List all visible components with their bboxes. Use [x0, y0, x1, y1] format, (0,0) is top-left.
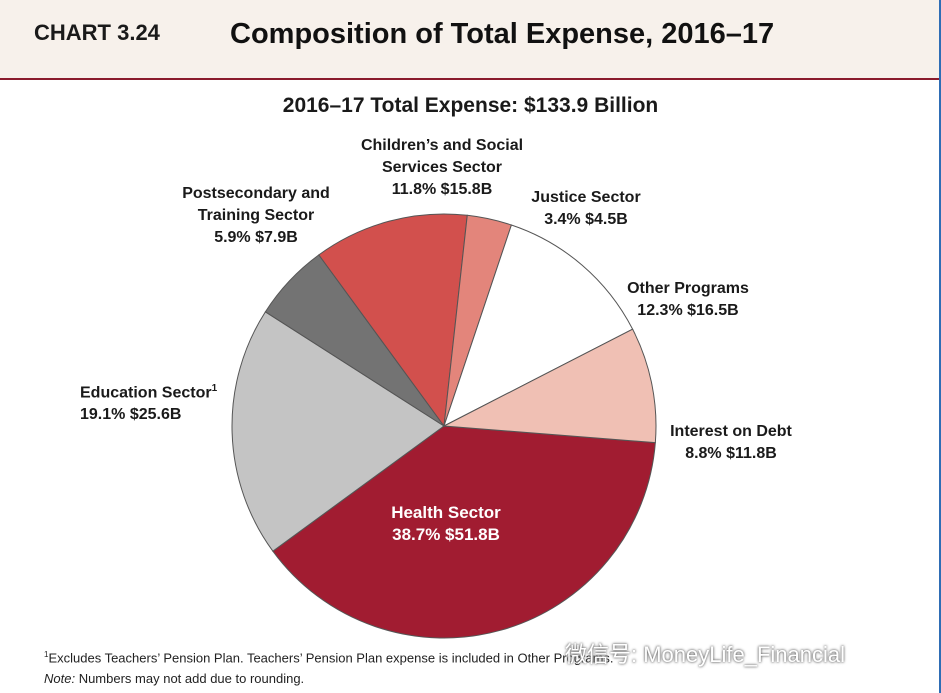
label-other-value: 12.3% $16.5B [637, 302, 739, 319]
chart-number: CHART 3.24 [34, 20, 160, 45]
footnote-note: Note: Numbers may not add due to roundin… [44, 668, 614, 689]
chart-title: Composition of Total Expense, 2016–17 [230, 18, 775, 50]
label-children-line1: Children’s and Social [360, 137, 524, 154]
footnote-note-text: Numbers may not add due to rounding. [75, 671, 305, 687]
window-border [939, 0, 941, 693]
chart-header: CHART 3.24 Composition of Total Expense,… [0, 0, 941, 80]
label-education-value: 19.1% $25.6B [80, 406, 182, 424]
chart-subtitle: 2016–17 Total Expense: $133.9 Billion [282, 94, 659, 117]
label-education-text: Education Sector [80, 384, 212, 402]
pie-chart [231, 213, 657, 639]
label-health-value: 38.7% $51.8B [392, 525, 500, 544]
footnote-1: 1Excludes Teachers’ Pension Plan. Teache… [44, 644, 614, 668]
label-other-programs: Other Programs 12.3% $16.5B [620, 278, 756, 322]
footnote-marker: 1 [211, 383, 218, 394]
pie-chart-area [0, 80, 941, 640]
label-children-value: 11.8% $15.8B [391, 181, 493, 198]
label-children-line2: Services Sector [381, 159, 503, 176]
label-health: Health Sector 38.7% $51.8B [366, 502, 526, 546]
label-education-line1: Education Sector1 [80, 378, 217, 404]
label-other-line1: Other Programs [627, 280, 749, 297]
footnote-1-mark: 1 [44, 650, 49, 659]
watermark: 微信号: MoneyLife_Financial [565, 642, 846, 667]
label-justice: Justice Sector 3.4% $4.5B [524, 187, 648, 231]
label-postsec-value: 5.9% $7.9B [214, 229, 298, 246]
pie-slice-education-sector [231, 311, 445, 552]
label-justice-value: 3.4% $4.5B [544, 211, 628, 228]
pie-slice-children-s-and-social-services-sector [318, 213, 468, 428]
label-postsec-line1: Postsecondary and [182, 185, 330, 202]
label-health-line1: Health Sector [391, 503, 501, 522]
label-interest-debt: Interest on Debt 8.8% $11.8B [664, 421, 798, 465]
label-postsecondary: Postsecondary and Training Sector 5.9% $… [172, 183, 340, 249]
label-postsec-line2: Training Sector [197, 207, 315, 224]
footnotes: 1Excludes Teachers’ Pension Plan. Teache… [44, 644, 614, 689]
label-children-social: Children’s and Social Services Sector 11… [355, 135, 529, 201]
label-justice-line1: Justice Sector [531, 189, 641, 206]
footnote-note-label: Note: [44, 671, 76, 687]
pie-slice-other-programs [443, 224, 634, 428]
label-education: Education Sector1 19.1% $25.6B [80, 378, 217, 426]
footnote-1-text: Excludes Teachers’ Pension Plan. Teacher… [48, 650, 614, 666]
pie-slice-health-sector [272, 425, 656, 639]
label-interest-line1: Interest on Debt [670, 423, 792, 440]
label-interest-value: 8.8% $11.8B [685, 445, 777, 462]
pie-slice-interest-on-debt [442, 328, 657, 444]
